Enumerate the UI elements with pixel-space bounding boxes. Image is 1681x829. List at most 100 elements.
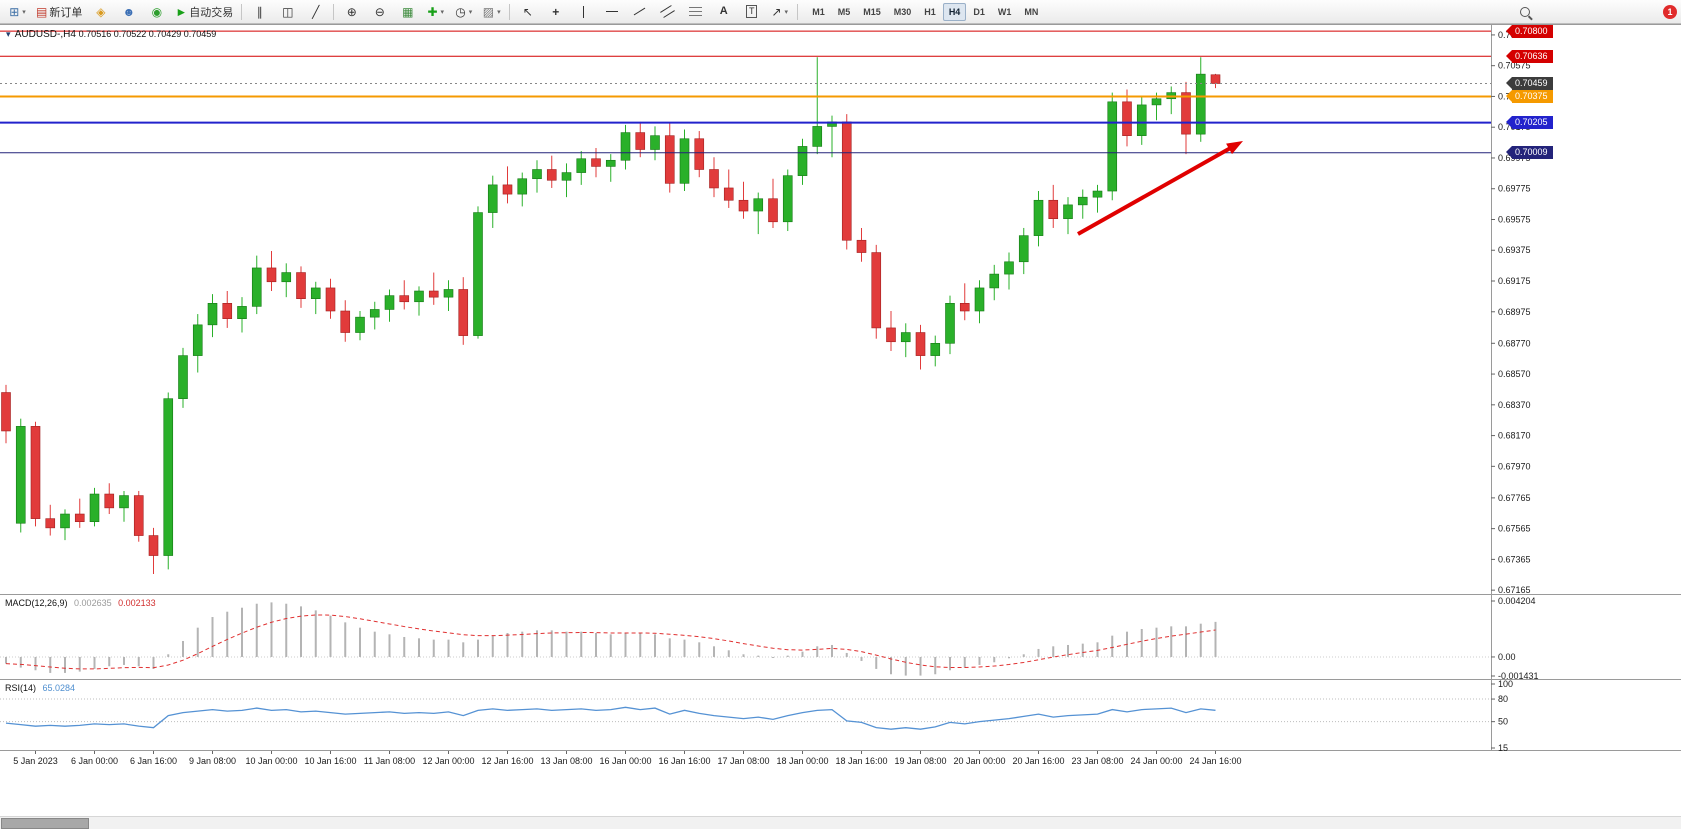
timeframe-D1[interactable]: D1 — [973, 6, 985, 17]
clock-icon: ◷ — [455, 4, 466, 19]
svg-text:15: 15 — [1498, 743, 1508, 753]
channel-icon — [660, 5, 676, 18]
timeframe-H4[interactable]: H4 — [942, 2, 967, 21]
indicators-button[interactable]: ✚ ▾ — [422, 1, 449, 22]
horizontal-line-button[interactable] — [598, 1, 625, 22]
chevron-down-icon: ▾ — [784, 8, 789, 16]
candlestick-icon: ◫ — [282, 4, 294, 19]
fibonacci-button[interactable] — [682, 1, 709, 22]
chevron-down-icon: ▾ — [497, 8, 501, 16]
svg-text:0.67165: 0.67165 — [1498, 585, 1531, 595]
svg-text:17 Jan 08:00: 17 Jan 08:00 — [717, 756, 769, 766]
svg-text:10 Jan 00:00: 10 Jan 00:00 — [245, 756, 297, 766]
search-button[interactable] — [1511, 1, 1538, 22]
channel-button[interactable] — [654, 1, 681, 22]
toolbar-separator — [797, 3, 799, 20]
timeframe-M5[interactable]: M5 — [837, 6, 851, 17]
rsi-line — [5, 706, 1216, 730]
compass-button[interactable]: ◈ — [87, 1, 114, 22]
macd-histogram — [5, 602, 1217, 676]
arrow-object-icon: ↗ — [771, 4, 782, 19]
crosshair-button[interactable]: + — [542, 1, 569, 22]
vertical-line-icon — [583, 5, 585, 18]
svg-text:20 Jan 00:00: 20 Jan 00:00 — [953, 756, 1005, 766]
svg-text:0.00: 0.00 — [1498, 652, 1516, 662]
svg-text:0.67565: 0.67565 — [1498, 524, 1531, 534]
timeframe-M1[interactable]: M1 — [812, 6, 825, 17]
svg-text:19 Jan 08:00: 19 Jan 08:00 — [894, 756, 946, 766]
svg-text:24 Jan 16:00: 24 Jan 16:00 — [1189, 756, 1241, 766]
svg-text:0.68975: 0.68975 — [1498, 307, 1531, 317]
trend-arrow-head — [1226, 141, 1243, 155]
svg-text:80: 80 — [1498, 694, 1508, 704]
play-icon: ► — [175, 4, 188, 19]
svg-text:16 Jan 16:00: 16 Jan 16:00 — [658, 756, 710, 766]
horizontal-scrollbar[interactable] — [0, 816, 1681, 829]
price-axis-labels: 0.70775 0.70575 0.70375 0.70175 0.69975 0.697… — [1491, 30, 1539, 753]
user-button[interactable]: ☻ — [115, 1, 142, 22]
templates-button[interactable]: ▨ ▾ — [478, 1, 505, 22]
line-chart-button[interactable]: ╱ — [302, 1, 329, 22]
svg-text:24 Jan 00:00: 24 Jan 00:00 — [1130, 756, 1182, 766]
new-order-label: 新订单 — [49, 6, 83, 19]
new-order-icon: ▤ — [36, 4, 48, 19]
zoom-out-button[interactable]: ⊖ — [366, 1, 393, 22]
chevron-down-icon: ▾ — [468, 8, 473, 16]
trendline-icon — [633, 7, 646, 16]
autotrading-button[interactable]: ► 自动交易 — [171, 1, 237, 22]
svg-text:18 Jan 00:00: 18 Jan 00:00 — [776, 756, 828, 766]
chevron-down-icon: ▾ — [22, 8, 26, 16]
tile-windows-button[interactable]: ▦ — [394, 1, 421, 22]
svg-text:18 Jan 16:00: 18 Jan 16:00 — [835, 756, 887, 766]
cursor-button[interactable]: ↖ — [514, 1, 541, 22]
svg-text:0.68170: 0.68170 — [1498, 431, 1531, 441]
trendline-button[interactable] — [626, 1, 653, 22]
toolbar-separator — [509, 3, 511, 20]
svg-text:12 Jan 16:00: 12 Jan 16:00 — [481, 756, 533, 766]
text-button[interactable]: A — [710, 1, 737, 22]
svg-text:6 Jan 16:00: 6 Jan 16:00 — [130, 756, 177, 766]
scrollbar-thumb[interactable] — [1, 818, 89, 829]
timeframe-H1[interactable]: H1 — [924, 6, 936, 17]
vertical-line-button[interactable] — [570, 1, 597, 22]
svg-text:-0.001431: -0.001431 — [1498, 671, 1539, 681]
line-chart-icon: ╱ — [312, 4, 320, 19]
time-axis-labels: 5 Jan 2023 6 Jan 00:00 6 Jan 16:00 9 Jan 08… — [13, 751, 1242, 766]
timeframe-W1[interactable]: W1 — [997, 6, 1012, 17]
svg-text:0.67765: 0.67765 — [1498, 493, 1531, 503]
new-order-button[interactable]: ▤ 新订单 — [32, 1, 86, 22]
timeframe-M30[interactable]: M30 — [893, 6, 912, 17]
timeframe-toolbar: M1 M5 M15 M30 H1 H4 D1 W1 MN — [806, 2, 1044, 21]
svg-text:5 Jan 2023: 5 Jan 2023 — [13, 756, 58, 766]
timeframe-MN[interactable]: MN — [1024, 6, 1039, 17]
trend-arrow[interactable] — [1077, 144, 1236, 236]
periods-button[interactable]: ◷ ▾ — [450, 1, 477, 22]
info-button[interactable]: ◉ — [143, 1, 170, 22]
notification-badge[interactable]: 1 — [1663, 4, 1677, 19]
add-indicator-icon: ✚ — [427, 4, 438, 19]
macd-signal-line — [5, 614, 1216, 670]
svg-text:20 Jan 16:00: 20 Jan 16:00 — [1012, 756, 1064, 766]
zoom-in-icon: ⊕ — [346, 4, 357, 19]
text-label-button[interactable]: T — [738, 1, 765, 22]
svg-text:0.69575: 0.69575 — [1498, 214, 1531, 224]
svg-text:0.004204: 0.004204 — [1498, 596, 1536, 606]
crosshair-icon: + — [552, 4, 560, 19]
candlestick-chart-button[interactable]: ◫ — [274, 1, 301, 22]
zoom-in-button[interactable]: ⊕ — [338, 1, 365, 22]
info-icon: ◉ — [151, 4, 163, 19]
svg-text:16 Jan 00:00: 16 Jan 00:00 — [599, 756, 651, 766]
text-icon: A — [719, 5, 728, 17]
toolbar-separator — [241, 3, 243, 20]
svg-text:13 Jan 08:00: 13 Jan 08:00 — [540, 756, 592, 766]
new-chart-button[interactable]: ⊞ ▾ — [4, 1, 31, 22]
user-icon: ☻ — [122, 4, 136, 19]
bar-chart-icon: ∥ — [256, 4, 263, 19]
arrows-button[interactable]: ↗ ▾ — [766, 1, 793, 22]
horizontal-line-icon — [605, 11, 618, 12]
svg-text:100: 100 — [1498, 679, 1513, 689]
fibonacci-icon — [689, 7, 703, 16]
timeframe-M15[interactable]: M15 — [863, 6, 881, 17]
bar-chart-button[interactable]: ∥ — [246, 1, 273, 22]
